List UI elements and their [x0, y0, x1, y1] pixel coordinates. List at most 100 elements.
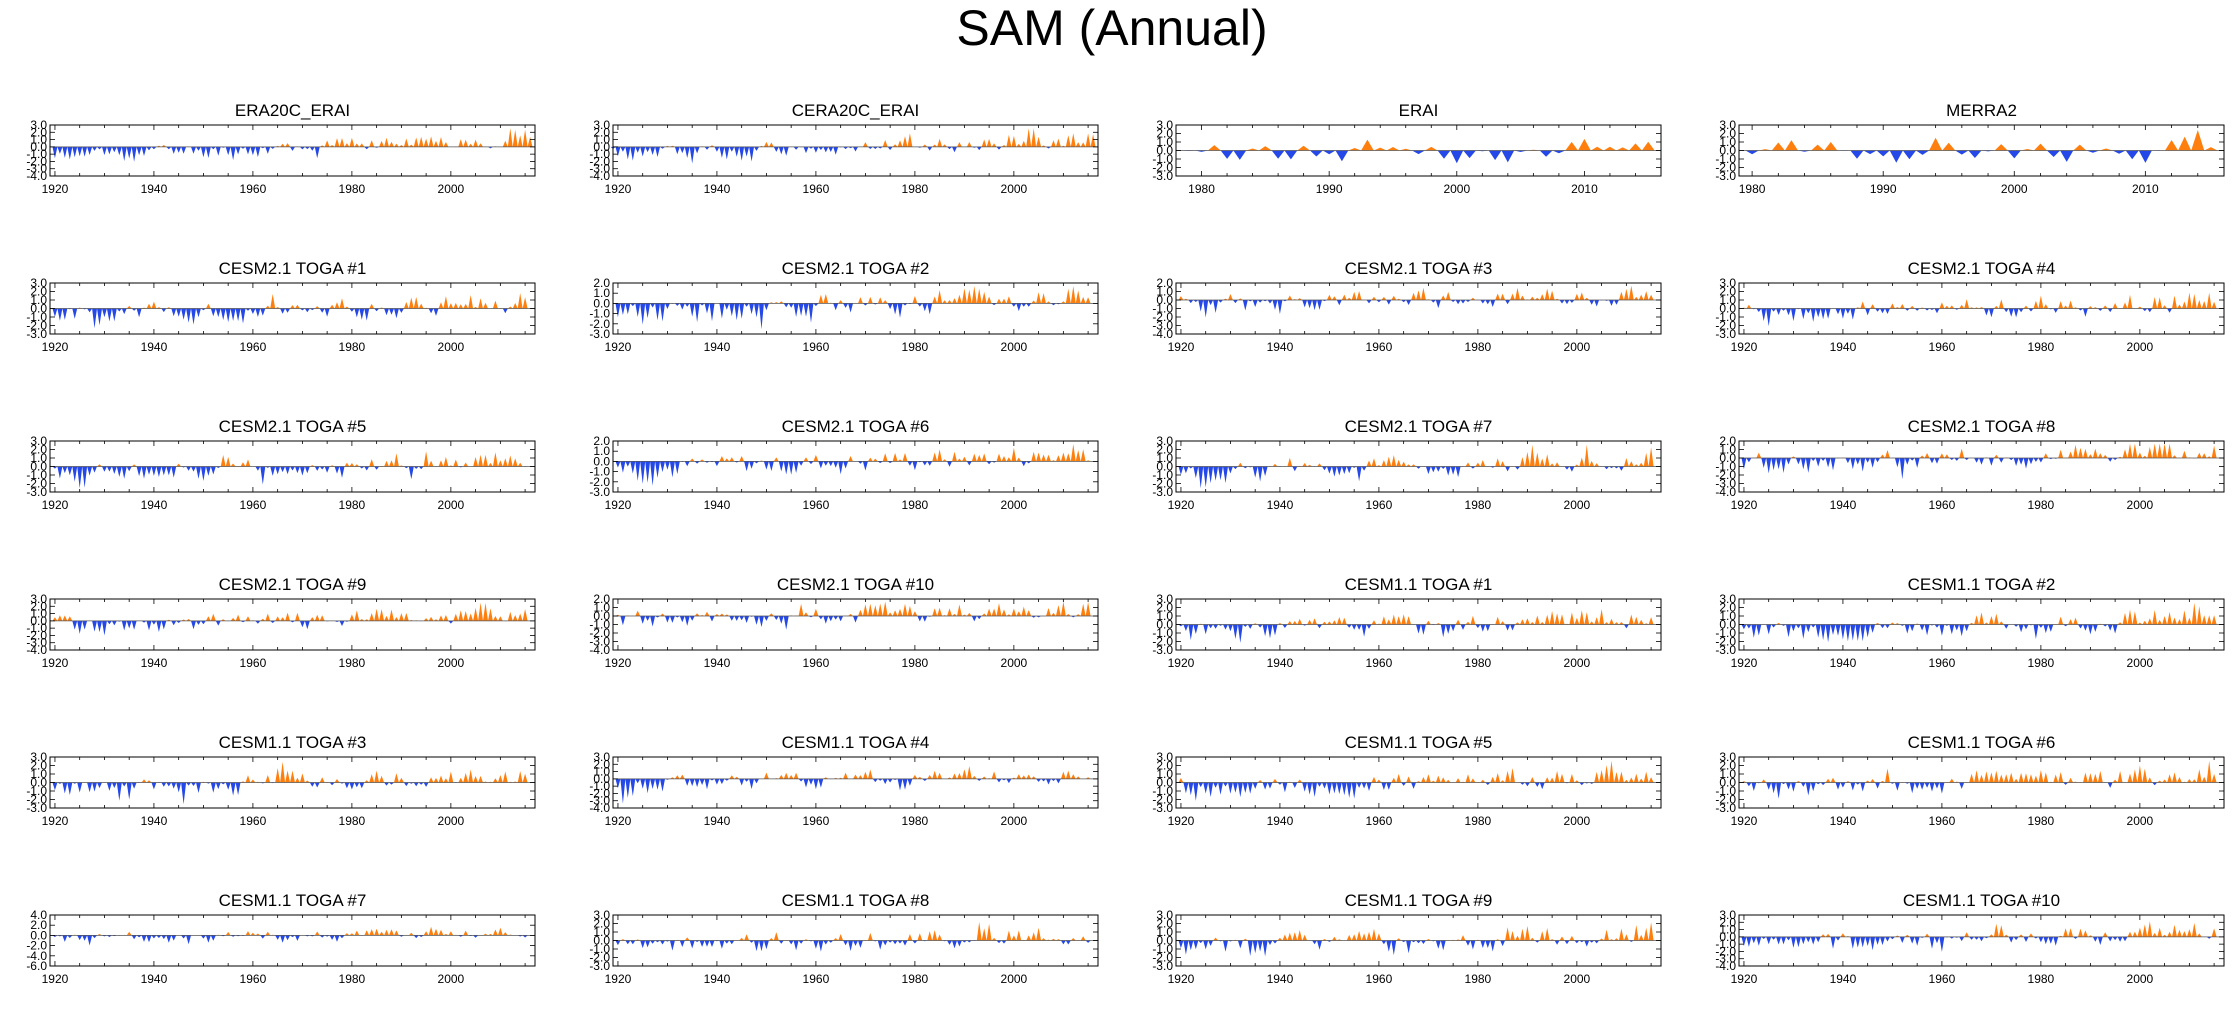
negative-anomaly-area [620, 616, 1076, 630]
y-tick-label: 3.0 [1156, 592, 1173, 606]
negative-anomaly-area [1741, 936, 2212, 952]
y-tick-label: -2.0 [1152, 477, 1173, 491]
y-tick-label: 1.0 [30, 293, 47, 307]
y-tick-label: 2.0 [1156, 443, 1173, 457]
y-tick-label: -1.0 [1715, 937, 1736, 951]
negative-anomaly-area [52, 308, 508, 329]
negative-anomaly-area [1183, 782, 1595, 801]
negative-anomaly-area [72, 620, 508, 636]
x-tick-label: 2000 [1001, 814, 1028, 828]
y-tick-label: -2.0 [26, 939, 47, 953]
y-tick-label: 1.0 [593, 286, 610, 300]
x-tick-label: 2000 [2127, 656, 2154, 670]
negative-anomaly-area [1178, 466, 1624, 489]
x-tick-label: 1920 [42, 656, 69, 670]
y-tick-label: -2.0 [589, 475, 610, 489]
plot-frame [612, 124, 1099, 177]
negative-anomaly-area [47, 146, 493, 162]
x-tick-label: 1940 [704, 656, 731, 670]
x-tick-label: 1980 [902, 972, 929, 986]
y-tick-label: -2.0 [1152, 635, 1173, 649]
y-tick-label: 2.0 [1156, 276, 1173, 290]
y-tick-label: -2.0 [26, 628, 47, 642]
negative-anomaly-area [52, 466, 528, 489]
x-tick-label: 1920 [42, 340, 69, 354]
y-tick-label: 2.0 [30, 599, 47, 613]
x-tick-label: 1920 [1168, 656, 1195, 670]
x-tick-label: 1960 [803, 814, 830, 828]
x-tick-label: 1980 [902, 340, 929, 354]
x-tick-label: 1960 [1366, 814, 1393, 828]
plot-frame [1738, 440, 2225, 493]
y-tick-label: 1.0 [1719, 609, 1736, 623]
plot-frame [612, 756, 1099, 809]
x-tick-label: 1980 [2028, 814, 2055, 828]
x-tick-label: 2000 [1564, 656, 1591, 670]
y-tick-label: -6.0 [26, 959, 47, 973]
y-tick-label: 3.0 [1156, 908, 1173, 922]
panel-10: CESM2.1 TOGA #6 1920 1940 1960 1980 2000 2.01.… [589, 417, 1099, 512]
panel-title: CESM1.1 TOGA #5 [1345, 733, 1493, 752]
panel-title: CESM1.1 TOGA #7 [219, 891, 367, 910]
y-tick-label: 1.0 [593, 925, 610, 939]
y-tick-label: 0.0 [593, 772, 610, 786]
x-tick-label: 1960 [1929, 498, 1956, 512]
x-tick-label: 1940 [141, 656, 168, 670]
y-tick-label: 3.0 [30, 276, 47, 290]
y-tick-label: -3.0 [1715, 477, 1736, 491]
x-tick-label: 1990 [1870, 182, 1897, 196]
y-tick-label: -4.0 [1152, 327, 1173, 341]
x-tick-label: 1940 [704, 182, 731, 196]
y-tick-label: -3.0 [26, 801, 47, 815]
y-tick-label: 2.0 [1719, 759, 1736, 773]
y-tick-label: 2.0 [593, 592, 610, 606]
x-tick-label: 1980 [902, 498, 929, 512]
y-tick-label: 3.0 [1156, 434, 1173, 448]
panel-23: CESM1.1 TOGA #9 1920 1940 1960 1980 2000 3.02.… [1152, 891, 1662, 986]
y-tick-label: -2.0 [589, 951, 610, 965]
y-tick-label: -2.0 [26, 154, 47, 168]
positive-anomaly-area [1758, 130, 2218, 151]
x-tick-label: 1940 [704, 498, 731, 512]
x-tick-label: 1960 [240, 814, 267, 828]
x-tick-label: 2000 [1564, 498, 1591, 512]
y-tick-label: -4.0 [1715, 959, 1736, 973]
y-tick-label: 0.0 [1719, 618, 1736, 632]
panel-title: ERA20C_ERAI [235, 101, 350, 120]
positive-anomaly-area [1741, 292, 2217, 309]
y-tick-label: -1.0 [1152, 152, 1173, 166]
panel-13: CESM2.1 TOGA #9 1920 1940 1960 1980 2000 3.02.… [26, 575, 536, 670]
y-tick-label: 0.0 [30, 140, 47, 154]
x-tick-label: 1920 [605, 656, 632, 670]
x-tick-label: 1960 [240, 498, 267, 512]
y-tick-label: 1.0 [1719, 767, 1736, 781]
x-tick-label: 1980 [1465, 814, 1492, 828]
positive-anomaly-area [72, 926, 518, 936]
y-tick-label: -4.0 [26, 643, 47, 657]
negative-anomaly-area [1188, 300, 1619, 318]
x-tick-label: 2000 [1001, 498, 1028, 512]
y-tick-label: 0.0 [1719, 302, 1736, 316]
panel-title: CESM2.1 TOGA #4 [1908, 259, 2056, 278]
y-tick-label: -3.0 [1152, 959, 1173, 973]
y-tick-label: -1.0 [1152, 784, 1173, 798]
y-tick-label: -3.0 [589, 327, 610, 341]
y-tick-label: -2.0 [1152, 161, 1173, 175]
negative-anomaly-area [615, 303, 1061, 330]
y-tick-label: -2.0 [1715, 468, 1736, 482]
negative-anomaly-area [1745, 150, 2165, 163]
y-tick-label: 2.0 [593, 125, 610, 139]
y-tick-label: -3.0 [589, 485, 610, 499]
y-tick-label: -2.0 [1715, 793, 1736, 807]
panel-18: CESM1.1 TOGA #4 1920 1940 1960 1980 2000 3.02.… [589, 733, 1099, 828]
positive-anomaly-area [689, 444, 1091, 462]
positive-anomaly-area [77, 293, 528, 309]
x-tick-label: 1920 [605, 972, 632, 986]
y-tick-label: -2.0 [589, 626, 610, 640]
x-tick-label: 1920 [1731, 814, 1758, 828]
y-tick-label: 3.0 [1719, 592, 1736, 606]
panel-title: CESM1.1 TOGA #6 [1908, 733, 2056, 752]
panel-9: CESM2.1 TOGA #5 1920 1940 1960 1980 2000 3.02.… [26, 417, 536, 512]
y-tick-label: 4.0 [30, 908, 47, 922]
